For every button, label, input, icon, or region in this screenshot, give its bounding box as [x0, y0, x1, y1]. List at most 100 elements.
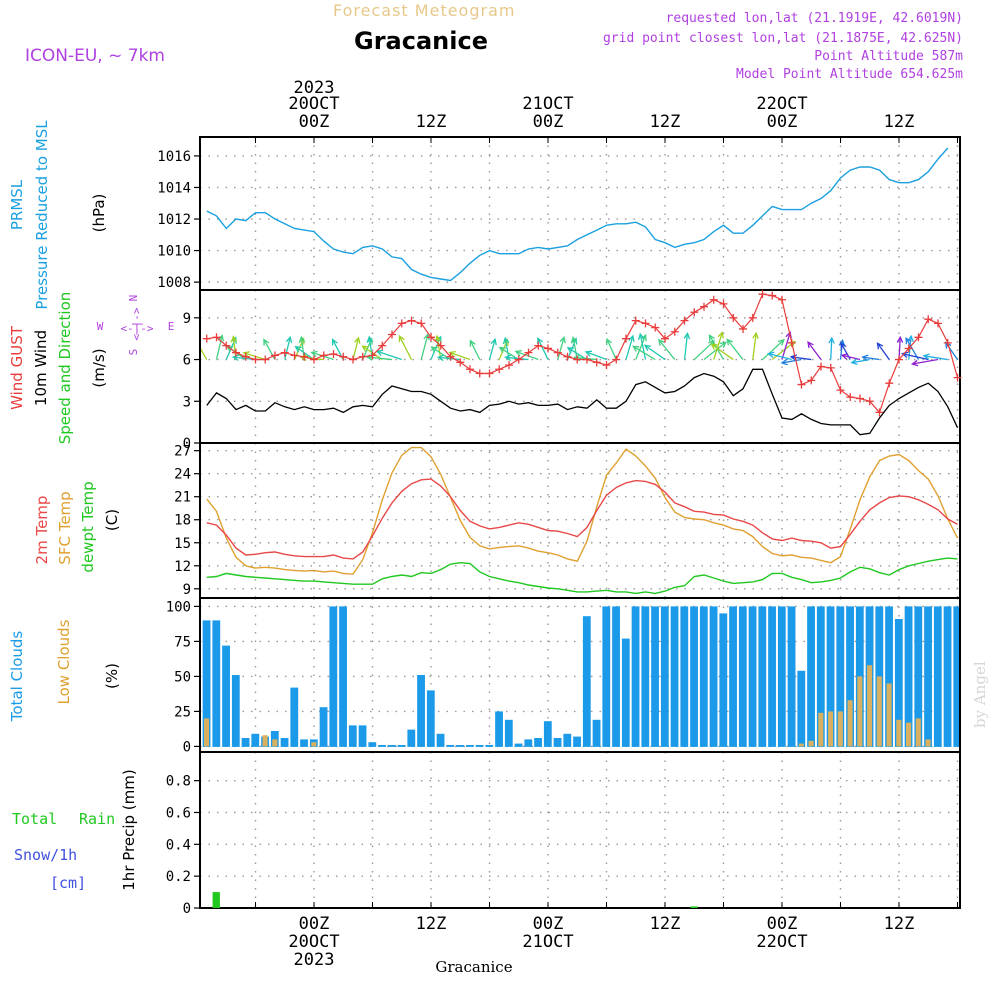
gust-marker	[748, 313, 757, 322]
low-cloud-bar	[272, 739, 278, 747]
clouds-tick-label: 50	[174, 669, 191, 685]
wind-arrow-head	[828, 336, 835, 344]
wind-arrow	[572, 337, 578, 360]
gust-marker	[573, 355, 582, 364]
wind-arrow-head	[354, 336, 361, 344]
gust-marker	[319, 351, 328, 360]
total-cloud-bar	[826, 606, 835, 747]
gust-marker	[514, 355, 523, 364]
wind-arrow-head	[230, 335, 238, 343]
wind-arrow	[537, 338, 549, 360]
temp-tick-label: 21	[174, 490, 191, 506]
cloud-bars	[202, 606, 959, 747]
gust-marker	[241, 352, 250, 361]
pressure-tick-label: 1014	[157, 180, 191, 196]
wind-arrow-head	[436, 354, 445, 362]
precip-tick-label: 0.2	[166, 869, 191, 885]
wind-arrow	[713, 332, 723, 360]
gust-marker	[787, 338, 796, 347]
wind-arrow	[515, 350, 539, 361]
low-cloud-bar	[808, 740, 814, 747]
total-cloud-bar	[924, 606, 932, 747]
total-cloud-bar	[270, 731, 279, 747]
gust-marker	[953, 373, 962, 382]
total-cloud-bar	[738, 606, 747, 747]
wind-arrow-head	[298, 335, 306, 343]
gust-marker	[202, 334, 211, 343]
time-label-top: 12Z	[884, 112, 915, 132]
gust-marker	[739, 324, 747, 333]
rain-bar	[690, 906, 698, 908]
gust-line	[206, 293, 959, 414]
gust-label: Wind GUST	[8, 325, 26, 410]
wind-arrow-head	[366, 335, 374, 343]
time-label-top: 12Z	[416, 112, 447, 132]
wind-arrow	[841, 354, 861, 361]
gust-marker	[300, 352, 309, 361]
clouds-tick-label: 100	[166, 599, 191, 615]
total-cloud-bar	[329, 606, 338, 747]
gust-marker	[651, 323, 660, 332]
wind-arrow	[625, 335, 634, 360]
low-cloud-bar	[857, 676, 863, 747]
time-label-bottom: 12Z	[650, 914, 681, 934]
compass-w: W	[97, 320, 104, 333]
wind-arrow-head	[559, 335, 566, 344]
wind-arrow-head	[861, 354, 869, 362]
wind-arrow-head	[469, 339, 476, 347]
wind-arrow-head	[767, 351, 775, 359]
model-altitude: Model Point Altitude 654.625m	[736, 67, 963, 82]
wind-arrow-head	[285, 335, 293, 344]
gridpoint-location: grid point closest lon,lat (21.1875E, 42…	[603, 31, 963, 46]
precip-unit: 1hr Precip (mm)	[120, 769, 138, 890]
gust-marker	[924, 315, 933, 324]
total-cloud-bar	[300, 739, 308, 747]
low-cloud-bar	[204, 718, 210, 747]
total-cloud-bar	[768, 606, 776, 747]
low-cloud-bar	[311, 742, 317, 747]
dewpt-line	[206, 557, 958, 595]
wind-arrow	[768, 352, 792, 361]
snow-label: Snow/1h	[14, 846, 77, 864]
total-cloud-bar	[641, 606, 650, 747]
wind-arrow	[658, 339, 676, 360]
temp-tick-label: 18	[174, 513, 191, 529]
pressure-tick-label: 1010	[157, 244, 191, 260]
gust-marker	[826, 363, 835, 372]
gust-marker	[280, 348, 289, 357]
meteogram-subtitle: Forecast Meteogram	[333, 1, 515, 20]
wind-arrow-head	[514, 350, 522, 357]
gust-marker	[407, 316, 416, 325]
gust-marker	[631, 316, 640, 325]
total-cloud-bar	[534, 738, 542, 747]
wind-arrow-head	[643, 344, 652, 351]
wind-arrow	[781, 358, 802, 364]
wind-arrow-head	[430, 346, 438, 353]
gust-marker	[943, 338, 952, 347]
gust-marker	[758, 290, 767, 299]
gust-marker	[427, 333, 435, 342]
pressure-panel	[194, 136, 961, 291]
wind-arrow-head	[331, 338, 338, 346]
gust-marker	[524, 348, 533, 357]
pressure-line	[206, 147, 949, 282]
low-cloud-bar	[867, 665, 873, 747]
total-cloud-bar	[319, 707, 328, 747]
gust-marker	[378, 341, 387, 350]
wind-arrow-head	[638, 332, 645, 340]
total-cloud-bar	[699, 606, 708, 747]
total-cloud-bar	[621, 638, 630, 747]
gust-marker	[329, 349, 338, 358]
total-cloud-bar	[212, 620, 221, 747]
time-label-top: 12Z	[650, 112, 681, 132]
total-cloud-bar	[660, 606, 669, 747]
gust-marker	[222, 341, 231, 350]
total-cloud-bar	[670, 606, 679, 747]
wind-arrow	[376, 350, 402, 361]
compass-e: E	[168, 320, 175, 333]
wind-arrow	[683, 333, 689, 360]
total-cloud-bar	[407, 729, 416, 747]
wind-arrow	[499, 346, 520, 361]
wind-arrow-head	[242, 351, 250, 358]
wind-arrow	[711, 343, 734, 361]
